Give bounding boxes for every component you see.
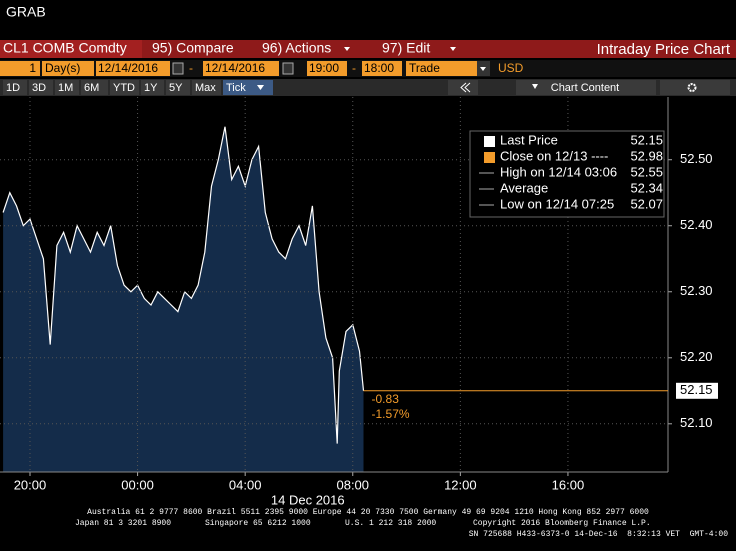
menu-bar (0, 40, 736, 58)
range-button-label: 1D (6, 82, 20, 94)
legend-value: 52.15 (630, 132, 663, 147)
y-tick-label: 52.40 (680, 217, 713, 232)
chart: 52.10 52.20 52.30 52.40 52.50 20:00 00:00 04:00… (0, 97, 718, 507)
last-price-box (676, 382, 718, 399)
unit-field[interactable] (42, 61, 94, 76)
legend-swatch (484, 136, 495, 147)
currency: USD (498, 61, 524, 75)
legend-value: 52.98 (630, 148, 663, 163)
range-button-label: Max (195, 82, 216, 94)
security-box (0, 40, 142, 58)
dropdown-arrow (257, 85, 264, 90)
legend-value: 52.55 (630, 164, 663, 179)
x-tick-label: 00:00 (121, 477, 154, 492)
range-button[interactable] (55, 80, 79, 95)
calendar-icon[interactable] (172, 62, 184, 75)
x-tick-label: 12:00 (444, 477, 477, 492)
end-date: 12/14/2016 (205, 61, 265, 75)
legend-swatch (484, 152, 495, 163)
footer-line: Japan 81 3 3201 8900 (75, 519, 171, 528)
gear-icon (687, 83, 697, 92)
range-button[interactable] (141, 80, 164, 95)
footer-line: Australia 61 2 9777 8600 Brazil 5511 239… (87, 508, 649, 517)
page-title: Intraday Price Chart (597, 41, 731, 58)
last-price-label: 52.15 (680, 382, 713, 397)
legend-label: Last Price (500, 132, 558, 147)
range-button[interactable] (3, 80, 27, 95)
legend-box (469, 130, 665, 218)
x-tick-label: 16:00 (552, 477, 585, 492)
legend-label: Low on 12/14 07:25 (500, 196, 614, 211)
separator: - (189, 61, 193, 75)
range-button-label: 3D (32, 82, 46, 94)
mode: Trade (409, 61, 440, 75)
collapse-button[interactable] (448, 80, 478, 95)
period-field[interactable] (0, 61, 40, 76)
end-time: 18:00 (364, 61, 394, 75)
range-button[interactable] (29, 80, 53, 95)
window-title: GRAB (6, 4, 46, 20)
legend-label: Close on 12/13 ---- (500, 148, 608, 163)
period: 1 (29, 61, 36, 75)
chart-content-button[interactable] (516, 80, 656, 95)
chart-content: Chart Content (551, 82, 619, 94)
actions-button[interactable]: 96) Actions (262, 40, 331, 56)
dropdown-arrow (480, 67, 486, 71)
range-button-label: 6M (84, 82, 99, 94)
separator: - (352, 61, 356, 75)
dropdown-arrow (450, 47, 456, 51)
start-date-field[interactable] (96, 61, 170, 76)
y-tick-label: 52.20 (680, 349, 713, 364)
range-button[interactable] (166, 80, 190, 95)
change-annotation: -1.57% (372, 407, 410, 421)
legend-label: Average (500, 180, 548, 195)
start-time: 19:00 (309, 61, 339, 75)
start-time-field[interactable] (307, 61, 347, 76)
x-tick-label: 08:00 (336, 477, 369, 492)
price-line (2, 126, 365, 444)
legend-value: 52.07 (630, 196, 663, 211)
range-button[interactable] (223, 80, 273, 95)
calendar-icon[interactable] (282, 62, 294, 75)
y-tick-label: 52.50 (680, 151, 713, 166)
unit: Day(s) (45, 61, 80, 75)
collapse-icon (464, 82, 471, 93)
range-button-label: Tick (226, 82, 246, 94)
y-tick-label: 52.10 (680, 415, 713, 430)
x-tick-label: 04:00 (229, 477, 262, 492)
footer-line: SN 725688 H433-6373-0 14-Dec-16 8:32:13 … (469, 530, 728, 539)
range-button-label: YTD (113, 82, 135, 94)
range-button[interactable] (110, 80, 139, 95)
footer-line: U.S. 1 212 318 2000 (345, 519, 436, 528)
mode-field[interactable] (406, 61, 490, 76)
end-time-field[interactable] (362, 61, 402, 76)
range-button-label: 5Y (169, 82, 183, 94)
range-button[interactable] (192, 80, 221, 95)
range-buttons: 1D 3D 1M 6M YTD 1Y 5Y Max Tick (3, 80, 273, 95)
edit-button[interactable]: 97) Edit (382, 40, 430, 56)
collapse-icon (460, 82, 467, 93)
x-axis-label: 14 Dec 2016 (271, 492, 345, 507)
range-button-label: 1M (58, 82, 73, 94)
footer-line: Singapore 65 6212 1000 (205, 519, 311, 528)
compare-button[interactable]: 95) Compare (152, 40, 234, 56)
x-tick-label: 20:00 (14, 477, 47, 492)
range-button-label: 1Y (144, 82, 158, 94)
security[interactable]: CL1 COMB Comdty (3, 40, 127, 56)
start-date: 12/14/2016 (98, 61, 158, 75)
dropdown-arrow (532, 84, 538, 89)
dropdown-arrow (344, 47, 350, 51)
footer-line: Copyright 2016 Bloomberg Finance L.P. (473, 519, 651, 528)
legend-label: High on 12/14 03:06 (500, 164, 617, 179)
legend-value: 52.34 (630, 180, 663, 195)
change-annotation: -0.83 (372, 392, 400, 406)
end-date-field[interactable] (203, 61, 279, 76)
price-area (3, 126, 364, 472)
range-button[interactable] (81, 80, 108, 95)
y-tick-label: 52.30 (680, 283, 713, 298)
